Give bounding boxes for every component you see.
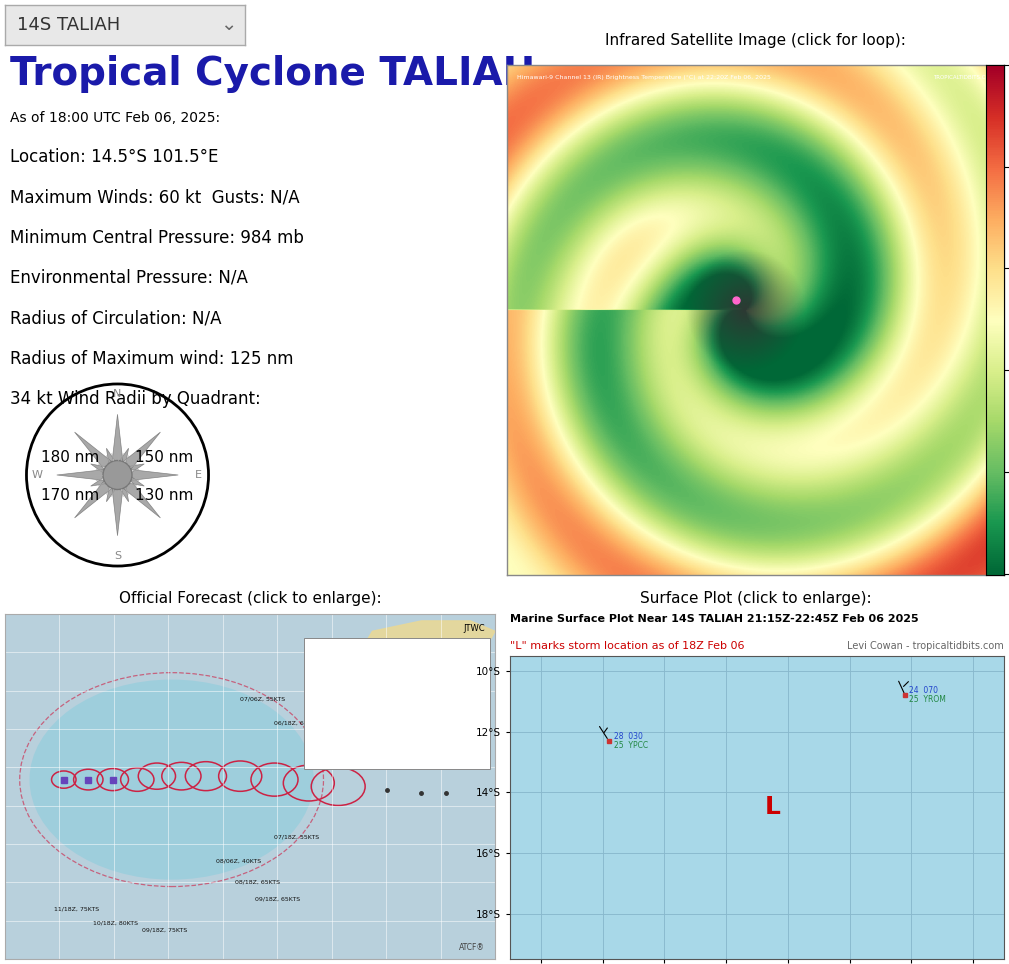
Text: 07/18Z, 55KTS: 07/18Z, 55KTS — [274, 834, 320, 840]
Text: Environmental Pressure: N/A: Environmental Pressure: N/A — [10, 269, 248, 287]
Text: JTWC: JTWC — [463, 625, 485, 633]
Text: Levi Cowan - tropicaltidbits.com: Levi Cowan - tropicaltidbits.com — [848, 641, 1004, 652]
Text: 28  030: 28 030 — [614, 732, 643, 740]
Text: ATCF®: ATCF® — [459, 943, 485, 952]
Text: legend: legend — [311, 649, 330, 654]
Text: 34 kt Wind Radii by Quadrant:: 34 kt Wind Radii by Quadrant: — [10, 389, 260, 408]
Text: 09/18Z, 65KTS: 09/18Z, 65KTS — [255, 897, 300, 901]
Text: W: W — [31, 470, 42, 480]
Text: Minimum Central Pressure: 984 mb: Minimum Central Pressure: 984 mb — [10, 228, 304, 247]
Text: S: S — [114, 550, 121, 561]
Text: 14S TALIAH: 14S TALIAH — [17, 16, 120, 34]
Text: L: L — [765, 795, 780, 819]
Text: 07/06Z, 55KTS: 07/06Z, 55KTS — [240, 696, 286, 701]
Text: As of 18:00 UTC Feb 06, 2025:: As of 18:00 UTC Feb 06, 2025: — [10, 111, 220, 124]
Text: 06/18Z, 60KTS: 06/18Z, 60KTS — [274, 720, 320, 725]
Text: Radius of Maximum wind: 125 nm: Radius of Maximum wind: 125 nm — [10, 350, 294, 367]
Text: N: N — [113, 389, 122, 399]
Text: 08/06Z, 40KTS: 08/06Z, 40KTS — [216, 858, 260, 864]
Text: "L" marks storm location as of 18Z Feb 06: "L" marks storm location as of 18Z Feb 0… — [510, 641, 745, 652]
Text: TROPICALTIDBITS.COM: TROPICALTIDBITS.COM — [932, 75, 994, 80]
Text: Surface Plot (click to enlarge):: Surface Plot (click to enlarge): — [640, 591, 872, 605]
Text: 10/18Z, 80KTS: 10/18Z, 80KTS — [93, 921, 138, 925]
Text: 150 nm: 150 nm — [135, 449, 194, 465]
Text: 25  YPCC: 25 YPCC — [614, 740, 649, 749]
Text: ⌄: ⌄ — [220, 15, 236, 35]
Polygon shape — [57, 469, 117, 486]
Text: 180 nm: 180 nm — [41, 449, 100, 465]
Text: Himawari-9 Channel 13 (IR) Brightness Temperature (°C) at 22:20Z Feb 06, 2025: Himawari-9 Channel 13 (IR) Brightness Te… — [517, 75, 771, 80]
Text: Maximum Winds: 60 kt  Gusts: N/A: Maximum Winds: 60 kt Gusts: N/A — [10, 188, 300, 206]
Text: 130 nm: 130 nm — [135, 488, 194, 503]
Text: Infrared Satellite Image (click for loop):: Infrared Satellite Image (click for loop… — [604, 34, 905, 48]
Polygon shape — [75, 432, 122, 480]
Text: Tropical Cyclone TALIAH: Tropical Cyclone TALIAH — [10, 55, 535, 93]
Circle shape — [103, 461, 132, 490]
Polygon shape — [113, 470, 160, 518]
Circle shape — [29, 680, 314, 879]
Polygon shape — [111, 475, 128, 536]
Text: 11/18Z, 75KTS: 11/18Z, 75KTS — [54, 907, 99, 912]
Text: 25  YROM: 25 YROM — [909, 695, 945, 704]
Polygon shape — [358, 621, 495, 662]
Text: Official Forecast (click to enlarge):: Official Forecast (click to enlarge): — [119, 591, 381, 605]
Polygon shape — [117, 464, 179, 482]
Text: Radius of Circulation: N/A: Radius of Circulation: N/A — [10, 309, 222, 327]
Polygon shape — [106, 415, 124, 475]
Text: E: E — [195, 470, 202, 480]
Text: 08/18Z, 65KTS: 08/18Z, 65KTS — [235, 879, 281, 884]
Text: 24  070: 24 070 — [909, 686, 938, 695]
Text: 09/18Z, 75KTS: 09/18Z, 75KTS — [142, 927, 188, 932]
Polygon shape — [75, 470, 122, 518]
Polygon shape — [113, 432, 160, 480]
Text: Marine Surface Plot Near 14S TALIAH 21:15Z-22:45Z Feb 06 2025: Marine Surface Plot Near 14S TALIAH 21:1… — [510, 614, 918, 624]
Text: Location: 14.5°S 101.5°E: Location: 14.5°S 101.5°E — [10, 148, 218, 166]
FancyBboxPatch shape — [304, 638, 490, 769]
Text: 170 nm: 170 nm — [41, 488, 100, 503]
